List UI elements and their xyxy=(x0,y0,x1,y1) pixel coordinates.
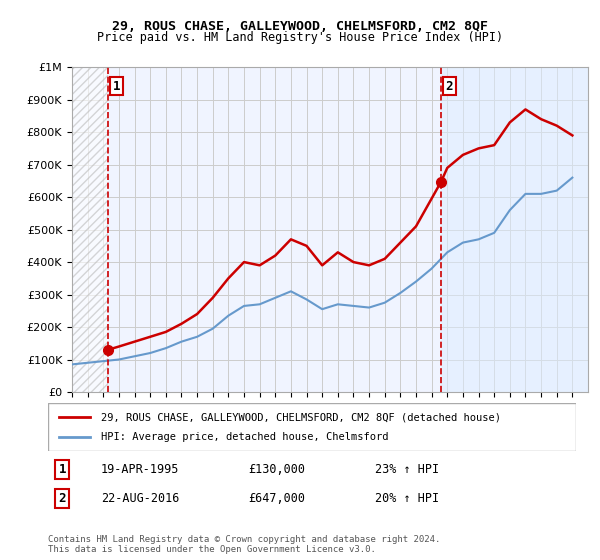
FancyBboxPatch shape xyxy=(48,403,576,451)
Text: 19-APR-1995: 19-APR-1995 xyxy=(101,463,179,476)
Text: Price paid vs. HM Land Registry's House Price Index (HPI): Price paid vs. HM Land Registry's House … xyxy=(97,31,503,44)
Text: 1: 1 xyxy=(113,80,120,93)
Text: HPI: Average price, detached house, Chelmsford: HPI: Average price, detached house, Chel… xyxy=(101,432,388,442)
Text: 29, ROUS CHASE, GALLEYWOOD, CHELMSFORD, CM2 8QF: 29, ROUS CHASE, GALLEYWOOD, CHELMSFORD, … xyxy=(112,20,488,32)
Bar xyxy=(441,67,588,392)
Text: 22-AUG-2016: 22-AUG-2016 xyxy=(101,492,179,505)
Text: 29, ROUS CHASE, GALLEYWOOD, CHELMSFORD, CM2 8QF (detached house): 29, ROUS CHASE, GALLEYWOOD, CHELMSFORD, … xyxy=(101,413,501,422)
Text: £647,000: £647,000 xyxy=(248,492,305,505)
Text: 2: 2 xyxy=(59,492,66,505)
Text: Contains HM Land Registry data © Crown copyright and database right 2024.
This d: Contains HM Land Registry data © Crown c… xyxy=(48,535,440,554)
Text: 23% ↑ HPI: 23% ↑ HPI xyxy=(376,463,439,476)
Text: 20% ↑ HPI: 20% ↑ HPI xyxy=(376,492,439,505)
Text: 1: 1 xyxy=(59,463,66,476)
Text: £130,000: £130,000 xyxy=(248,463,305,476)
Text: 2: 2 xyxy=(446,80,453,93)
